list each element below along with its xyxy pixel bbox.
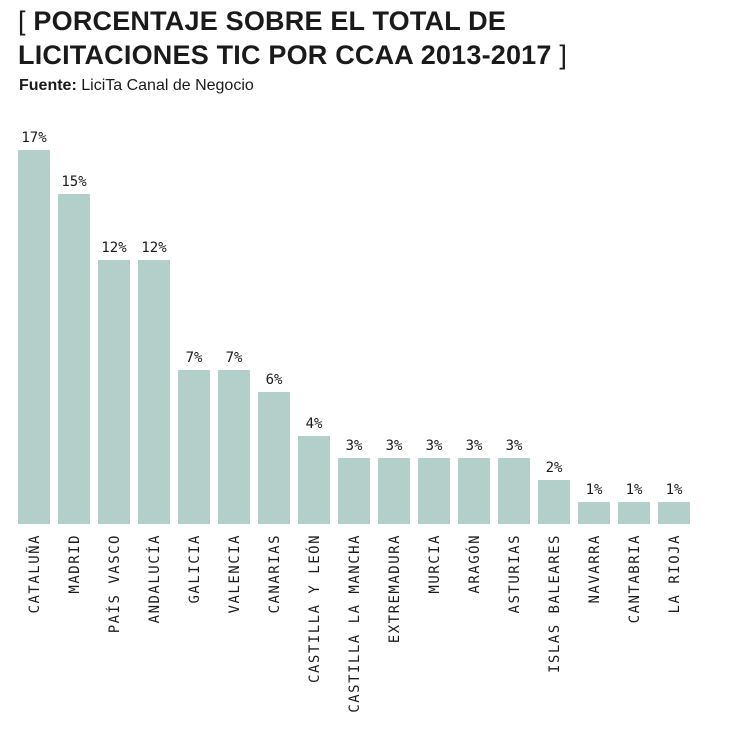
- category-label-7: CASTILLA Y LEÓN: [305, 534, 323, 683]
- bar-13: [538, 480, 570, 524]
- value-label-11: 3%: [466, 438, 483, 454]
- bar-7: [298, 436, 330, 524]
- category-label-14: NAVARRA: [587, 534, 603, 604]
- category-label-16: LA RIOJA: [667, 534, 683, 613]
- category-label-4: GALICIA: [187, 534, 203, 604]
- bar-9: [378, 458, 410, 524]
- bar-4: [178, 370, 210, 524]
- value-label-7: 4%: [306, 416, 323, 432]
- category-label-5: VALENCIA: [227, 534, 243, 613]
- category-label-2: PAÍS VASCO: [106, 534, 123, 633]
- category-label-15: CANTABRIA: [627, 534, 643, 623]
- bar-1: [58, 194, 90, 524]
- bar-15: [618, 502, 650, 524]
- title-open-bracket: [: [18, 6, 26, 36]
- bar-16: [658, 502, 690, 524]
- bar-8: [338, 458, 370, 524]
- value-label-4: 7%: [186, 350, 203, 366]
- category-label-13: ISLAS BALEARES: [547, 534, 563, 673]
- value-label-13: 2%: [546, 460, 563, 476]
- category-label-0: CATALUÑA: [26, 534, 43, 613]
- title-line-1: [ PORCENTAJE SOBRE EL TOTAL DE: [18, 4, 718, 38]
- category-label-10: MURCIA: [427, 534, 443, 594]
- title-line-1-text: PORCENTAJE SOBRE EL TOTAL DE: [33, 6, 507, 36]
- category-label-3: ANDALUCÍA: [146, 534, 163, 623]
- source-label: Fuente:: [19, 77, 77, 94]
- bar-14: [578, 502, 610, 524]
- value-label-8: 3%: [346, 438, 363, 454]
- value-label-9: 3%: [386, 438, 403, 454]
- bar-2: [98, 260, 130, 524]
- value-label-5: 7%: [226, 350, 243, 366]
- category-label-1: MADRID: [67, 534, 83, 594]
- title-close-bracket: ]: [559, 40, 568, 70]
- title-line-2: LICITACIONES TIC POR CCAA 2013-2017 ]: [18, 38, 718, 72]
- value-label-3: 12%: [141, 240, 167, 256]
- category-label-11: ARAGÓN: [465, 534, 483, 594]
- category-label-6: CANARIAS: [267, 534, 283, 613]
- category-label-8: CASTILLA LA MANCHA: [347, 534, 363, 713]
- source-note: Fuente: LiciTa Canal de Negocio: [19, 76, 254, 96]
- bar-11: [458, 458, 490, 524]
- bar-6: [258, 392, 290, 524]
- source-value: LiciTa Canal de Negocio: [81, 77, 254, 94]
- value-label-15: 1%: [626, 482, 643, 498]
- value-label-2: 12%: [101, 240, 127, 256]
- bar-3: [138, 260, 170, 524]
- bar-12: [498, 458, 530, 524]
- bar-0: [18, 150, 50, 524]
- value-label-12: 3%: [506, 438, 523, 454]
- value-label-14: 1%: [586, 482, 603, 498]
- category-label-9: EXTREMADURA: [387, 534, 403, 643]
- value-label-1: 15%: [61, 174, 87, 190]
- value-label-6: 6%: [266, 372, 283, 388]
- title-line-2-text: LICITACIONES TIC POR CCAA 2013-2017: [18, 40, 552, 70]
- bar-10: [418, 458, 450, 524]
- value-label-16: 1%: [666, 482, 683, 498]
- bar-5: [218, 370, 250, 524]
- category-label-12: ASTURIAS: [507, 534, 523, 613]
- value-label-0: 17%: [21, 130, 47, 146]
- chart-title: [ PORCENTAJE SOBRE EL TOTAL DE LICITACIO…: [18, 4, 718, 72]
- value-label-10: 3%: [426, 438, 443, 454]
